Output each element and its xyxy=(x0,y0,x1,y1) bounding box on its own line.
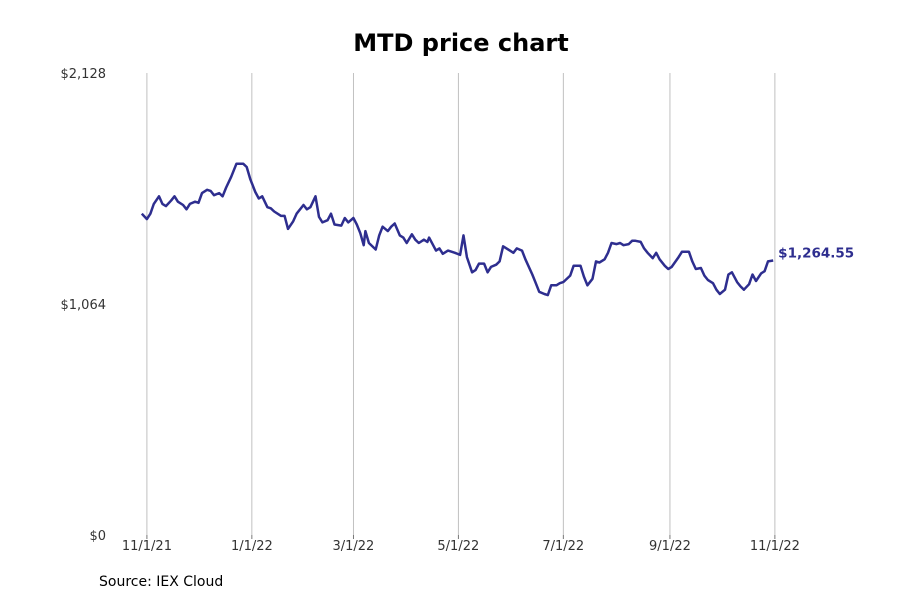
y-tick-label: $2,128 xyxy=(61,67,107,82)
chart-title: MTD price chart xyxy=(353,29,568,57)
x-tick-label: 1/1/22 xyxy=(231,539,273,554)
x-tick-label: 5/1/22 xyxy=(437,539,479,554)
x-tick-label: 3/1/22 xyxy=(332,539,374,554)
x-tick-label: 7/1/22 xyxy=(542,539,584,554)
x-tick-label: 9/1/22 xyxy=(649,539,691,554)
last-price-label: $1,264.55 xyxy=(778,245,854,261)
y-tick-label: $1,064 xyxy=(61,298,107,313)
x-axis: 11/1/21 1/1/22 3/1/22 5/1/22 7/1/22 9/1/22 11/… xyxy=(122,535,800,554)
y-tick-label: $0 xyxy=(89,529,106,544)
x-tick-label: 11/1/21 xyxy=(122,539,172,554)
x-tick-label: 11/1/22 xyxy=(750,539,800,554)
price-line xyxy=(140,162,774,297)
source-note: Source: IEX Cloud xyxy=(99,574,224,590)
y-axis: $0 $1,064 $2,128 xyxy=(61,67,107,544)
gridlines xyxy=(146,73,776,535)
